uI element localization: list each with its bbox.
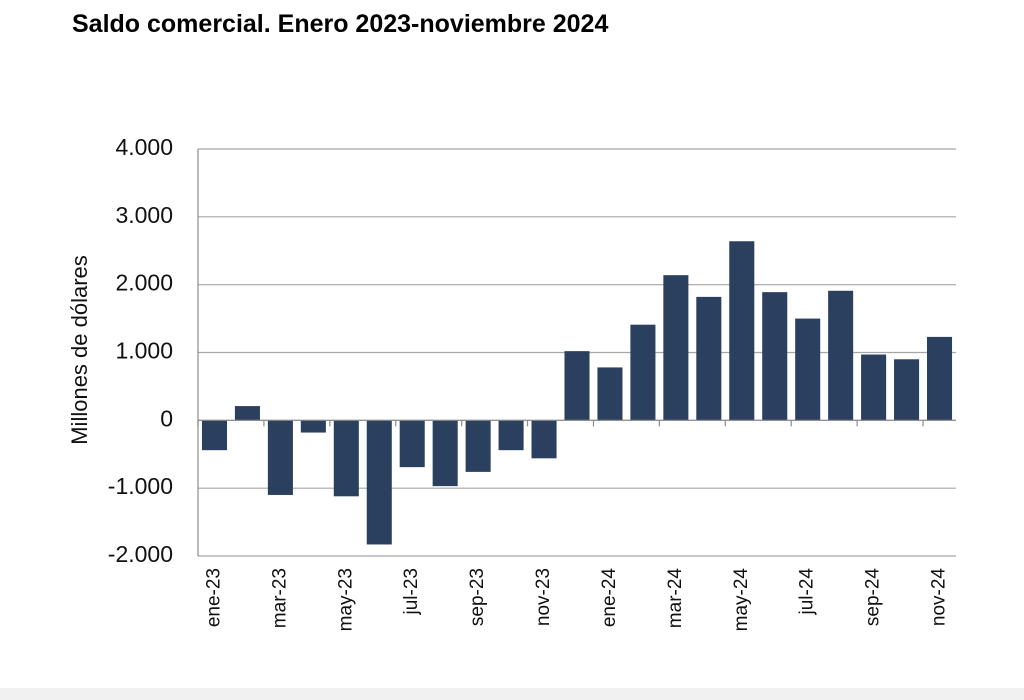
bar <box>366 420 392 545</box>
x-tick-label: jul-24 <box>797 568 818 616</box>
x-tick-label: ene-24 <box>599 568 620 628</box>
bar <box>465 420 491 472</box>
x-tick-label: jul-23 <box>401 568 422 615</box>
bar <box>894 359 920 421</box>
axes <box>197 149 956 556</box>
bar <box>663 275 689 421</box>
x-tick-label: may-24 <box>731 568 752 632</box>
y-tick-label: -1.000 <box>108 473 173 499</box>
bar <box>564 351 590 421</box>
bar <box>861 354 887 421</box>
y-tick-label: 2.000 <box>115 270 173 296</box>
chart-title: Saldo comercial. Enero 2023-noviembre 20… <box>72 10 609 38</box>
bar <box>696 296 722 421</box>
x-tick-labels: ene-23 mar-23 may-23 jul-23 sep-23 nov-23 ene-… <box>203 568 949 632</box>
x-tick-label: mar-23 <box>269 568 290 628</box>
bar <box>597 367 623 421</box>
bar <box>432 420 458 487</box>
y-axis-label: Millones de dólares <box>67 255 92 445</box>
bar <box>498 420 524 451</box>
x-tick-label: ene-23 <box>203 568 224 627</box>
bar <box>234 406 260 421</box>
bar <box>828 290 854 421</box>
page-footer-strip <box>0 688 1024 700</box>
gridlines <box>198 148 956 557</box>
bar <box>762 292 788 421</box>
x-tick-label: nov-24 <box>929 568 950 627</box>
x-tick-label: mar-24 <box>665 568 686 629</box>
bar <box>531 420 557 459</box>
y-tick-labels: 4.000 3.000 2.000 1.000 0 -1.000 -2.000 <box>108 134 173 567</box>
x-tick-label: sep-23 <box>467 568 488 626</box>
bar <box>267 420 293 495</box>
x-tick-label: nov-23 <box>533 568 554 626</box>
bar <box>201 420 228 451</box>
bar <box>300 420 326 433</box>
y-tick-label: 3.000 <box>115 202 173 228</box>
y-tick-label: 4.000 <box>115 134 173 160</box>
bar <box>333 420 359 497</box>
bar <box>729 241 755 421</box>
bar <box>630 324 656 421</box>
y-tick-label: 1.000 <box>115 338 173 364</box>
x-tick-label: may-23 <box>335 568 356 631</box>
bar <box>795 318 821 421</box>
x-tick-label: sep-24 <box>863 568 884 627</box>
bar <box>399 420 425 468</box>
y-tick-label: 0 <box>160 405 173 431</box>
bar <box>926 336 953 421</box>
y-tick-label: -2.000 <box>108 541 173 567</box>
bars <box>201 241 953 545</box>
